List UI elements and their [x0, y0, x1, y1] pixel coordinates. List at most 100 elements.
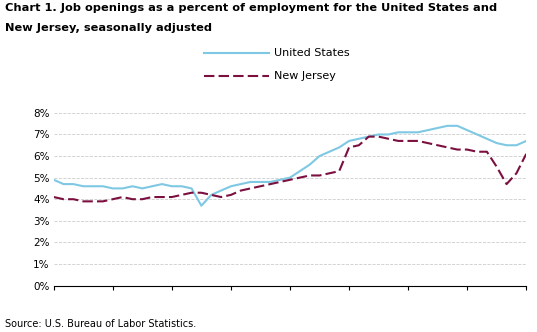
New Jersey — [178, 193, 185, 197]
United States — [139, 187, 146, 191]
United States — [474, 132, 480, 136]
United States — [405, 130, 411, 134]
United States — [336, 145, 343, 149]
United States — [277, 178, 284, 182]
New Jersey — [169, 195, 175, 199]
New Jersey — [257, 184, 264, 188]
United States — [198, 204, 205, 208]
New Jersey — [523, 152, 529, 156]
Text: New Jersey, seasonally adjusted: New Jersey, seasonally adjusted — [5, 23, 212, 33]
United States — [237, 182, 244, 186]
New Jersey — [474, 150, 480, 154]
New Jersey — [296, 176, 303, 180]
New Jersey — [454, 147, 461, 151]
Line: United States: United States — [54, 126, 526, 206]
United States — [307, 163, 313, 167]
Text: United States: United States — [274, 48, 350, 58]
United States — [355, 137, 362, 141]
United States — [228, 184, 234, 188]
New Jersey — [119, 195, 126, 199]
New Jersey — [336, 169, 343, 173]
New Jersey — [316, 173, 323, 177]
United States — [513, 143, 520, 147]
United States — [375, 132, 382, 136]
United States — [149, 184, 155, 188]
United States — [178, 184, 185, 188]
New Jersey — [444, 145, 451, 149]
United States — [257, 180, 264, 184]
New Jersey — [434, 143, 441, 147]
United States — [503, 143, 510, 147]
New Jersey — [277, 180, 284, 184]
United States — [366, 135, 372, 139]
United States — [395, 130, 402, 134]
New Jersey — [346, 145, 352, 149]
New Jersey — [198, 191, 205, 195]
New Jersey — [237, 189, 244, 193]
New Jersey — [228, 193, 234, 197]
New Jersey — [70, 197, 77, 201]
New Jersey — [425, 141, 431, 145]
New Jersey — [139, 197, 146, 201]
New Jersey — [355, 143, 362, 147]
New Jersey — [188, 191, 195, 195]
United States — [50, 178, 57, 182]
United States — [346, 139, 352, 143]
United States — [444, 124, 451, 128]
United States — [454, 124, 461, 128]
United States — [100, 184, 106, 188]
New Jersey — [110, 197, 116, 201]
New Jersey — [395, 139, 402, 143]
United States — [248, 180, 254, 184]
United States — [60, 182, 67, 186]
United States — [80, 184, 86, 188]
Line: New Jersey: New Jersey — [54, 137, 526, 201]
United States — [159, 182, 165, 186]
New Jersey — [267, 182, 273, 186]
United States — [316, 154, 323, 158]
United States — [434, 126, 441, 130]
New Jersey — [159, 195, 165, 199]
New Jersey — [464, 147, 470, 151]
New Jersey — [375, 135, 382, 139]
United States — [385, 132, 391, 136]
New Jersey — [80, 199, 86, 203]
New Jersey — [415, 139, 421, 143]
New Jersey — [513, 171, 520, 175]
New Jersey — [129, 197, 136, 201]
New Jersey — [208, 193, 214, 197]
United States — [188, 187, 195, 191]
United States — [208, 193, 214, 197]
United States — [523, 139, 529, 143]
New Jersey — [50, 195, 57, 199]
Text: Chart 1. Job openings as a percent of employment for the United States and: Chart 1. Job openings as a percent of em… — [5, 3, 497, 13]
New Jersey — [287, 178, 293, 182]
United States — [218, 189, 224, 193]
United States — [70, 182, 77, 186]
New Jersey — [484, 150, 490, 154]
United States — [110, 187, 116, 191]
New Jersey — [100, 199, 106, 203]
United States — [90, 184, 96, 188]
United States — [494, 141, 500, 145]
New Jersey — [405, 139, 411, 143]
New Jersey — [60, 197, 67, 201]
Text: Source: U.S. Bureau of Labor Statistics.: Source: U.S. Bureau of Labor Statistics. — [5, 319, 197, 329]
United States — [425, 128, 431, 132]
New Jersey — [307, 173, 313, 177]
United States — [119, 187, 126, 191]
New Jersey — [248, 187, 254, 191]
New Jersey — [503, 182, 510, 186]
United States — [169, 184, 175, 188]
New Jersey — [218, 195, 224, 199]
United States — [287, 176, 293, 180]
New Jersey — [149, 195, 155, 199]
United States — [296, 169, 303, 173]
New Jersey — [366, 135, 372, 139]
United States — [415, 130, 421, 134]
United States — [129, 184, 136, 188]
United States — [326, 150, 332, 154]
Text: New Jersey: New Jersey — [274, 71, 336, 81]
New Jersey — [326, 171, 332, 175]
New Jersey — [494, 165, 500, 169]
